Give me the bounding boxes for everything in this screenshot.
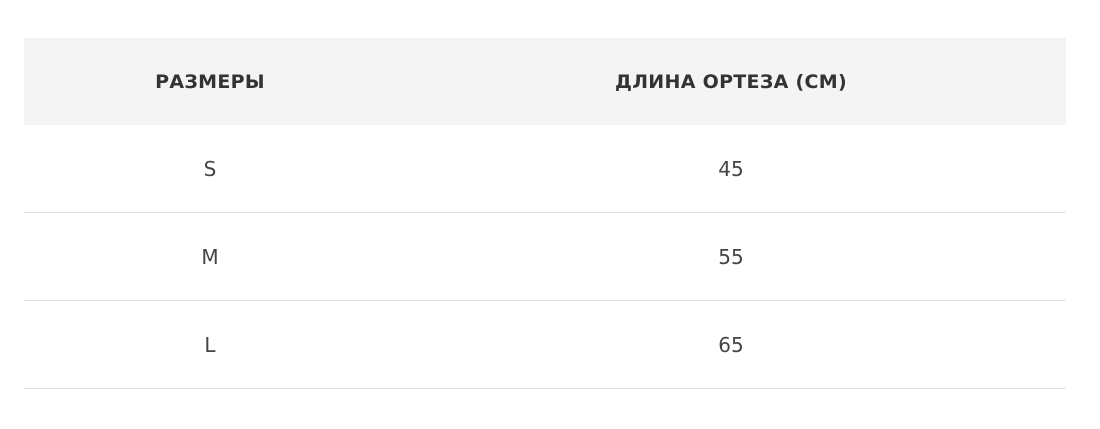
size-cell: L — [24, 300, 396, 389]
length-cell: 45 — [396, 125, 1066, 213]
length-cell: 65 — [396, 300, 1066, 389]
size-cell: S — [24, 125, 396, 213]
size-cell: M — [24, 212, 396, 301]
size-table: РАЗМЕРЫ ДЛИНА ОРТЕЗА (СМ) S 45 M 55 L 65 — [24, 38, 1066, 389]
table-row: S 45 — [24, 125, 1066, 213]
table-row: M 55 — [24, 212, 1066, 301]
table-row: L 65 — [24, 300, 1066, 389]
header-length: ДЛИНА ОРТЕЗА (СМ) — [396, 38, 1066, 125]
length-cell: 55 — [396, 212, 1066, 301]
header-sizes: РАЗМЕРЫ — [24, 38, 396, 125]
table-header-row: РАЗМЕРЫ ДЛИНА ОРТЕЗА (СМ) — [24, 38, 1066, 125]
